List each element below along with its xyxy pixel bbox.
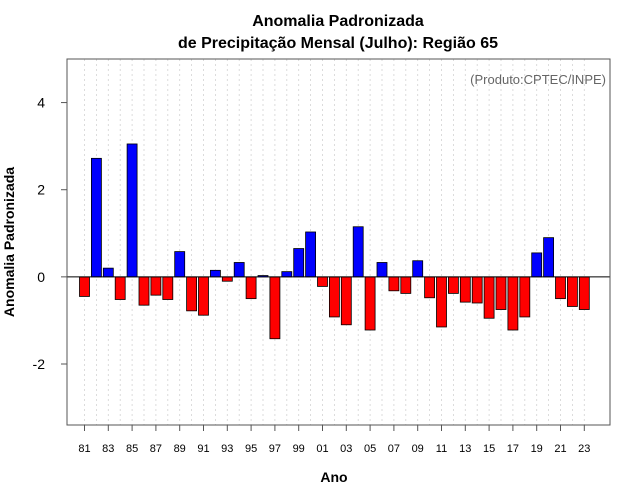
bar-92 bbox=[209, 269, 221, 278]
bar-04 bbox=[352, 226, 364, 278]
bar-23 bbox=[578, 276, 590, 310]
x-axis-label: Ano bbox=[320, 469, 347, 485]
x-tick-label: 95 bbox=[245, 443, 257, 455]
bar-12 bbox=[447, 276, 459, 294]
bar-86 bbox=[138, 276, 150, 306]
bar-89 bbox=[174, 251, 186, 278]
x-tick-label: 01 bbox=[316, 443, 328, 455]
x-tick-label: 93 bbox=[221, 443, 233, 455]
bar-10 bbox=[424, 276, 436, 299]
bar-13 bbox=[459, 276, 471, 303]
x-tick-label: 81 bbox=[78, 443, 90, 455]
bar-90 bbox=[186, 276, 198, 312]
vertical-grid bbox=[84, 59, 585, 425]
bar-17 bbox=[507, 276, 519, 331]
bar-82 bbox=[91, 157, 102, 278]
bar-15 bbox=[483, 276, 495, 319]
y-tick-label: -2 bbox=[33, 356, 46, 372]
bar-01 bbox=[317, 276, 328, 287]
bar-03 bbox=[340, 276, 352, 326]
bar-87 bbox=[150, 276, 162, 296]
bar-06 bbox=[376, 262, 388, 278]
x-tick-label: 91 bbox=[197, 443, 209, 455]
x-axis: 81 83 85 87 89 91 93 95 97 99 01 03 05 07 09 11 13 15 17 19… bbox=[78, 425, 590, 455]
bar-83 bbox=[102, 267, 114, 278]
bar-81 bbox=[79, 276, 90, 297]
bar-18 bbox=[519, 276, 531, 318]
bar-11 bbox=[436, 276, 447, 328]
plot-frame bbox=[66, 58, 611, 426]
bar-14 bbox=[471, 276, 483, 304]
bar-88 bbox=[162, 276, 174, 300]
y-tick-label: 2 bbox=[37, 182, 45, 198]
bar-99 bbox=[293, 248, 305, 278]
x-tick-label: 21 bbox=[554, 443, 566, 455]
x-tick-label: 05 bbox=[364, 443, 376, 455]
x-tick-label: 87 bbox=[150, 443, 162, 455]
bar-85 bbox=[126, 143, 138, 278]
bar-97 bbox=[269, 276, 281, 340]
bar-20 bbox=[543, 237, 554, 278]
bar-19 bbox=[531, 252, 543, 278]
bar-07 bbox=[388, 276, 400, 292]
x-tick-label: 03 bbox=[340, 443, 352, 455]
bar-05 bbox=[364, 276, 376, 331]
x-tick-label: 85 bbox=[126, 443, 138, 455]
chart-title-line1: Anomalia Padronizada bbox=[252, 13, 424, 30]
x-tick-label: 89 bbox=[174, 443, 186, 455]
bar-94 bbox=[233, 262, 245, 278]
bar-84 bbox=[114, 276, 126, 300]
x-tick-label: 23 bbox=[578, 443, 590, 455]
x-tick-label: 99 bbox=[293, 443, 305, 455]
y-tick-label: 4 bbox=[37, 95, 45, 111]
bar-00 bbox=[305, 231, 317, 278]
bars-group bbox=[79, 143, 590, 340]
x-tick-label: 19 bbox=[531, 443, 543, 455]
x-tick-label: 17 bbox=[507, 443, 519, 455]
y-axis: -2 0 2 4 bbox=[33, 95, 67, 372]
bar-93 bbox=[221, 276, 233, 282]
bar-22 bbox=[567, 276, 578, 307]
x-tick-label: 09 bbox=[412, 443, 424, 455]
x-tick-label: 15 bbox=[483, 443, 495, 455]
bar-08 bbox=[400, 276, 412, 294]
bar-95 bbox=[245, 276, 257, 300]
bar-02 bbox=[328, 276, 340, 318]
bar-16 bbox=[495, 276, 507, 310]
bar-09 bbox=[412, 260, 424, 278]
bar-21 bbox=[555, 276, 566, 300]
y-tick-label: 0 bbox=[37, 269, 45, 285]
y-axis-label: Anomalia Padronizada bbox=[1, 167, 17, 317]
chart-title-line2: de Precipitação Mensal (Julho): Região 6… bbox=[178, 35, 498, 52]
x-tick-label: 07 bbox=[388, 443, 400, 455]
bar-91 bbox=[198, 276, 209, 316]
x-tick-label: 97 bbox=[269, 443, 281, 455]
x-tick-label: 13 bbox=[459, 443, 471, 455]
x-tick-label: 83 bbox=[102, 443, 114, 455]
source-annotation: (Produto:CPTEC/INPE) bbox=[470, 72, 606, 87]
bar-98 bbox=[281, 271, 293, 278]
x-tick-label: 11 bbox=[436, 443, 447, 455]
